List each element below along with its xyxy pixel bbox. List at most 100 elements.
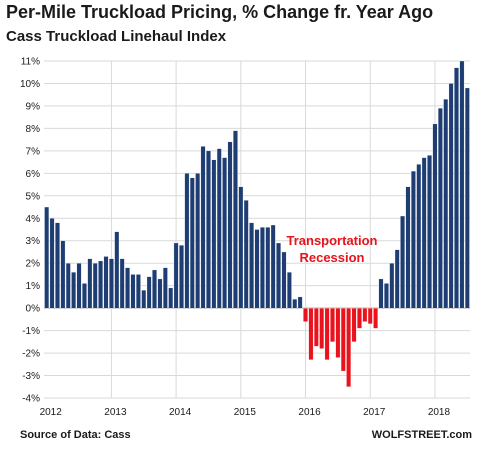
bar: [55, 222, 60, 309]
y-tick-label: 1%: [26, 281, 41, 292]
bar: [384, 283, 389, 309]
bar: [297, 296, 303, 309]
bar: [211, 159, 217, 309]
bar: [141, 290, 147, 309]
y-axis-ticks: -4% -3% -2% -1% 0% 1% 2% 3% 4% 5% 6% 7% 8% 9% 10% 11%: [20, 57, 40, 405]
y-tick-label: 3%: [26, 236, 41, 247]
y-tick-label: 8%: [26, 124, 41, 135]
bar: [60, 240, 66, 309]
bar: [287, 272, 292, 309]
bar: [195, 173, 201, 309]
bar: [443, 99, 449, 309]
bar: [44, 206, 50, 309]
bar: [454, 67, 459, 309]
bar: [281, 251, 287, 309]
bar: [76, 263, 82, 309]
bar: [357, 307, 362, 329]
bar: [292, 298, 298, 309]
bars: [44, 60, 470, 387]
y-tick-label: 4%: [26, 214, 41, 225]
annotation-line1: Transportation: [286, 233, 377, 248]
bar: [373, 307, 378, 329]
bar: [335, 307, 341, 358]
bar: [346, 307, 352, 387]
bar: [362, 307, 368, 322]
bar: [71, 272, 76, 309]
x-tick-label: 2015: [234, 407, 257, 418]
credit-logo: WOLFSTREET.com: [371, 429, 472, 441]
bar: [216, 148, 222, 309]
bar: [405, 186, 411, 309]
source-note: Source of Data: Cass: [20, 429, 131, 441]
bar: [260, 227, 265, 309]
bar: [200, 146, 206, 309]
y-tick-label: 0%: [26, 304, 41, 315]
bar: [179, 245, 184, 309]
bar: [146, 276, 152, 309]
bar: [233, 130, 238, 309]
bar: [303, 307, 308, 322]
bar: [448, 83, 454, 309]
chart-title: Per-Mile Truckload Pricing, % Change fr.…: [6, 2, 434, 22]
bar: [82, 283, 87, 309]
bar: [173, 242, 179, 309]
bar: [130, 274, 136, 309]
bar: [427, 155, 432, 309]
bar: [206, 150, 211, 309]
bar: [459, 60, 465, 309]
x-tick-label: 2017: [363, 407, 386, 418]
bar: [367, 307, 373, 325]
y-tick-label: -2%: [22, 349, 40, 360]
y-tick-label: 6%: [26, 169, 41, 180]
annotation-line2: Recession: [299, 250, 364, 265]
x-tick-label: 2018: [428, 407, 451, 418]
bar: [227, 141, 233, 309]
bar: [222, 157, 227, 309]
bar: [189, 177, 195, 309]
bar: [119, 258, 125, 309]
bar: [65, 263, 71, 309]
y-tick-label: -4%: [22, 394, 40, 405]
bar: [389, 263, 395, 309]
x-axis-ticks: 2012 2013 2014 2015 2016 2017 2018: [40, 407, 451, 418]
bar: [411, 170, 416, 309]
bar: [330, 307, 335, 342]
bar: [351, 307, 357, 342]
bar: [125, 267, 130, 309]
bar: [92, 263, 98, 309]
bar: [394, 249, 400, 309]
y-tick-label: 11%: [21, 57, 40, 68]
y-tick-label: 7%: [26, 146, 41, 157]
bar: [168, 287, 174, 309]
y-tick-label: 5%: [26, 191, 41, 202]
bar: [432, 123, 438, 309]
bar: [270, 224, 276, 309]
bar: [157, 278, 163, 309]
bar: [238, 186, 244, 309]
bar: [109, 258, 114, 309]
bar: [400, 215, 405, 309]
bar: [378, 278, 384, 309]
bar: [98, 260, 103, 309]
y-tick-label: 9%: [26, 101, 41, 112]
bar: [340, 307, 346, 372]
bar: [136, 274, 141, 309]
bar: [319, 307, 325, 349]
bar: [324, 307, 330, 360]
y-tick-label: -3%: [22, 371, 40, 382]
bar: [249, 222, 254, 309]
bar: [254, 229, 260, 309]
y-tick-label: -1%: [22, 326, 40, 337]
bar: [152, 269, 157, 309]
bar: [162, 267, 168, 309]
bar: [437, 108, 443, 309]
bar: [276, 242, 281, 309]
x-tick-label: 2014: [169, 407, 192, 418]
bar: [416, 164, 422, 309]
bar: [313, 307, 319, 347]
chart-subtitle: Cass Truckload Linehaul Index: [6, 28, 227, 45]
x-tick-label: 2012: [40, 407, 63, 418]
bar: [103, 256, 109, 309]
bar: [184, 173, 190, 309]
